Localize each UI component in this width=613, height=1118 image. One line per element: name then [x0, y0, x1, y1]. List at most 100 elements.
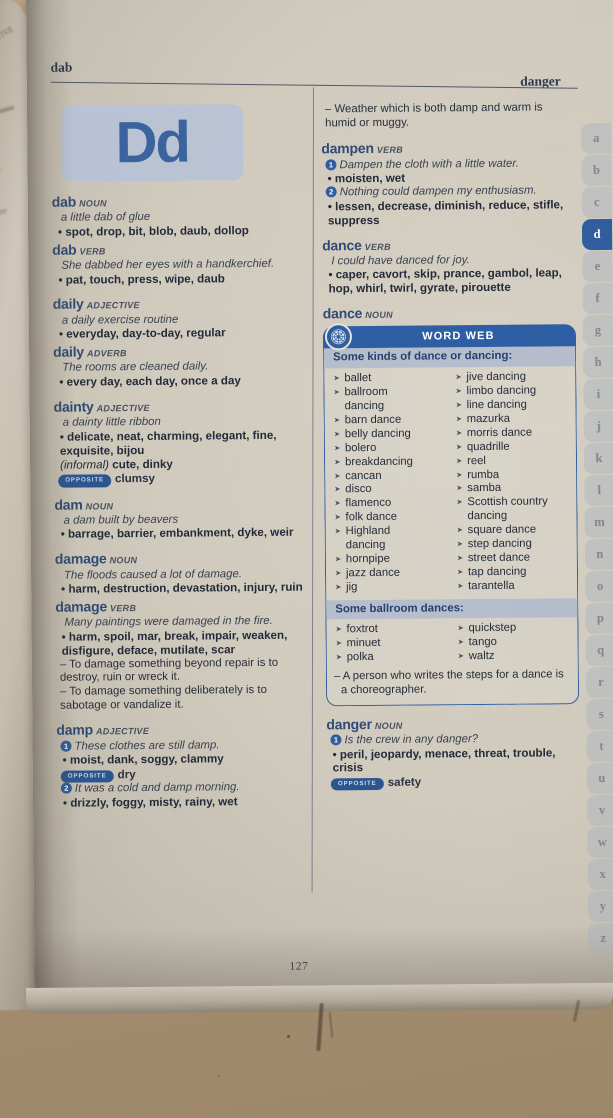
synonym-list: harm, spoil, mar, break, impair, weaken,…	[62, 629, 304, 659]
word-web-subheading: Some ballroom dances:	[326, 597, 578, 620]
headword: dab	[51, 193, 77, 210]
alphabet-tab-t[interactable]: t	[586, 730, 613, 763]
sense-number: 1	[325, 158, 337, 170]
word-web-footnote: – A person who writes the steps for a da…	[333, 668, 564, 697]
alphabet-tab-s[interactable]: s	[586, 698, 613, 731]
header-rule	[50, 81, 578, 89]
alphabet-tab-u[interactable]: u	[586, 762, 613, 795]
usage-note-text: To damage something beyond repair is to …	[59, 656, 279, 685]
headword: dam	[54, 496, 83, 513]
headword: danger	[326, 715, 372, 733]
part-of-speech: NOUN	[85, 500, 114, 512]
alphabet-tab-y[interactable]: y	[587, 890, 613, 923]
word-web-item: square dance	[457, 523, 569, 538]
alphabet-tab-c[interactable]: c	[581, 186, 612, 219]
alphabet-tab-m[interactable]: m	[584, 506, 613, 539]
opposite-row: OPPOSITE safety	[330, 775, 582, 791]
headword: damage	[55, 598, 108, 615]
alphabet-tab-i[interactable]: i	[583, 378, 613, 411]
running-head-row: dab danger	[51, 55, 578, 89]
alphabet-tab-v[interactable]: v	[586, 794, 613, 827]
alphabet-tab-d[interactable]: d	[581, 218, 613, 251]
part-of-speech: VERB	[109, 603, 137, 614]
column-divider	[311, 87, 314, 893]
alphabet-tab-p[interactable]: p	[585, 602, 613, 635]
alphabet-tab-w[interactable]: w	[587, 826, 613, 859]
informal-synonyms: cute, dinky	[112, 457, 173, 471]
word-web-item: hornpipe	[335, 552, 447, 567]
alphabet-tab-a[interactable]: a	[581, 122, 612, 155]
usage-note: – To damage something deliberately is to…	[59, 684, 267, 712]
synonym-list: lessen, decrease, diminish, reduce, stif…	[328, 198, 577, 228]
word-web-item: barn dance	[334, 413, 446, 428]
opposite-word: dry	[117, 768, 136, 782]
word-web-item: quickstep	[457, 622, 569, 637]
alphabet-tab-f[interactable]: f	[582, 282, 613, 315]
word-web-list-section: foxtrot minuet polka quickstep tango wal…	[326, 618, 577, 666]
word-web-title: WORD WEB	[422, 329, 495, 343]
word-web-item: belly dancing	[334, 427, 446, 442]
alphabet-tab-r[interactable]: r	[585, 666, 613, 699]
word-web-item: jive dancing	[455, 371, 567, 386]
page-number: 127	[289, 960, 309, 973]
headword: dampen	[321, 140, 374, 157]
part-of-speech: VERB	[364, 241, 391, 252]
headword-line: daily ADVERB	[53, 342, 301, 361]
alphabet-tab-o[interactable]: o	[585, 570, 613, 603]
headword-line: dance NOUN	[323, 303, 578, 322]
entry-daily-adjective: daily ADJECTIVE a daily exercise routine …	[53, 294, 301, 342]
word-web-item: line dancing	[456, 398, 568, 413]
sense-example-text: Is the crew in any danger?	[344, 732, 479, 747]
word-web-footnote-text: A person who writes the steps for a danc…	[340, 668, 564, 697]
synonym-list: drizzly, foggy, misty, rainy, wet	[63, 795, 305, 811]
headword: dance	[322, 236, 362, 254]
entry-damage-noun: damage NOUN The floods caused a lot of da…	[55, 549, 303, 597]
word-web-item: tap dancing	[457, 565, 569, 580]
synonym-list: everyday, day-to-day, regular	[59, 326, 301, 342]
opposite-badge: OPPOSITE	[58, 474, 112, 488]
word-web-item: Scottish country	[456, 496, 568, 511]
carryover-note-text: Weather which is both damp and warm is h…	[325, 101, 543, 130]
word-web-item: rumba	[456, 468, 568, 483]
alphabet-tab-q[interactable]: q	[585, 634, 613, 667]
alphabet-tab-b[interactable]: b	[581, 154, 612, 187]
word-web-header: WORD WEB	[322, 323, 577, 351]
synonym-list: harm, destruction, devastation, injury, …	[61, 581, 303, 597]
alphabet-tab-j[interactable]: j	[583, 410, 613, 443]
alphabet-tab-k[interactable]: k	[583, 442, 613, 475]
alphabet-tab-l[interactable]: l	[584, 474, 613, 507]
headword: dab	[52, 241, 77, 258]
alphabet-tab-g[interactable]: g	[582, 314, 613, 347]
word-web-item: quadrille	[456, 440, 568, 455]
opposite-badge: OPPOSITE	[60, 770, 114, 784]
sense-example-text: It was a cold and damp morning.	[74, 781, 240, 795]
word-web-item: samba	[456, 482, 568, 497]
alphabet-tab-e[interactable]: e	[582, 250, 613, 283]
part-of-speech: NOUN	[374, 720, 403, 731]
headword-line: dainty ADJECTIVE	[53, 397, 301, 416]
sense-number: 1	[330, 734, 342, 746]
alphabet-tab-n[interactable]: n	[584, 538, 613, 571]
headword-line: damage VERB	[55, 597, 303, 616]
entry-damp-adjective: damp ADJECTIVE 1 These clothes are still d…	[56, 720, 305, 811]
word-web-column-right: quickstep tango waltz	[457, 622, 569, 665]
web-spoke-icon	[324, 323, 353, 351]
opposite-row: OPPOSITE clumsy	[58, 471, 302, 488]
alphabet-tab-z[interactable]: z	[588, 922, 613, 955]
word-web-item: minuet	[336, 637, 448, 652]
word-web-panel: WORD WEB Some kinds of dance or dancing:…	[322, 323, 580, 707]
part-of-speech: NOUN	[79, 198, 107, 209]
alphabet-tab-x[interactable]: x	[587, 858, 613, 891]
opposite-word: safety	[387, 775, 422, 790]
word-web-item: folk dance	[334, 511, 446, 526]
word-web-item-continuation: dancing	[344, 399, 385, 413]
word-web-item: reel	[456, 454, 568, 469]
sense-example-text: These clothes are still damp.	[74, 738, 220, 753]
word-web-body: Some kinds of dance or dancing: ballet b…	[323, 346, 580, 707]
alphabet-tab-h[interactable]: h	[583, 346, 613, 379]
